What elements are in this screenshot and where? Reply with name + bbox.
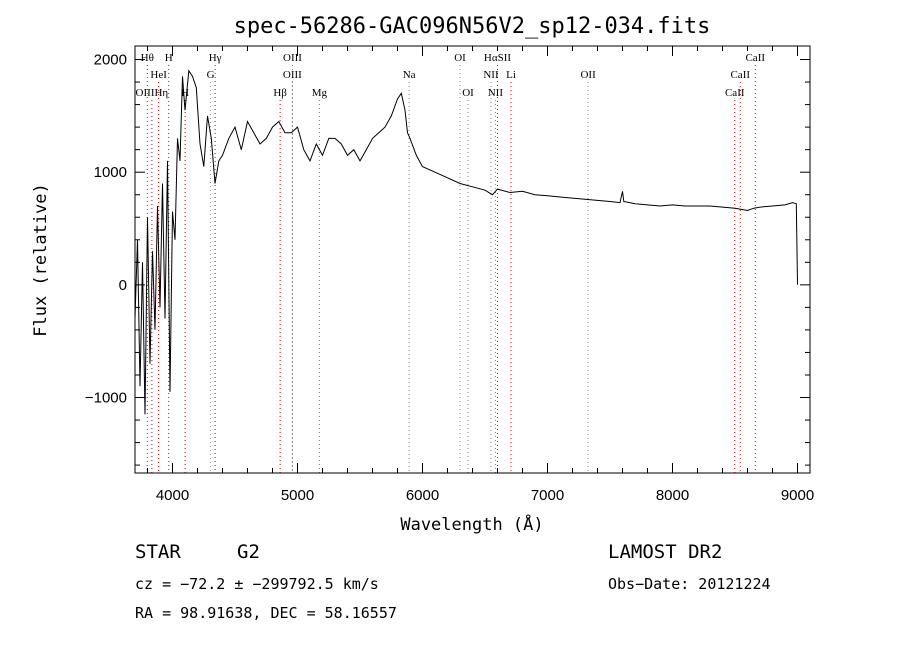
marker-label: H	[181, 87, 189, 99]
marker-label: OI	[462, 87, 474, 99]
marker-label: Mg	[312, 87, 328, 99]
observation-date: Obs−Date: 20121224	[608, 575, 771, 593]
marker-label: H	[165, 52, 173, 64]
marker-label: G	[207, 69, 215, 81]
survey-name: LAMOST DR2	[608, 541, 723, 563]
marker-label: CaII	[730, 69, 750, 81]
x-axis: 4000 5000 6000 7000 8000 9000	[147, 46, 814, 504]
x-tick-label: 9000	[781, 487, 814, 504]
y-axis: −1000 0 1000 2000	[85, 52, 810, 466]
marker-label: Hβ	[273, 87, 287, 99]
marker-label: OIII	[283, 52, 302, 64]
y-tick-label: −1000	[85, 390, 127, 407]
marker-label: CaII	[745, 52, 765, 64]
x-tick-label: 4000	[156, 487, 189, 504]
marker-label: Na	[403, 69, 416, 81]
redshift-value: cz = −72.2 ± −299792.5 km/s	[135, 575, 379, 593]
marker-label: OII	[580, 69, 596, 81]
marker-label: HαSII	[484, 52, 511, 64]
marker-label: CaII	[725, 87, 745, 99]
marker-label: OIII	[283, 69, 302, 81]
x-tick-label: 6000	[406, 487, 439, 504]
y-tick-label: 2000	[94, 52, 127, 69]
plot-frame	[134, 45, 811, 474]
object-class: STAR	[135, 541, 181, 563]
marker-label: OIIIHη	[136, 87, 169, 99]
marker-label: Li	[506, 69, 516, 81]
x-axis-label: Wavelength (Å)	[400, 513, 543, 535]
marker-label: NII	[488, 87, 504, 99]
marker-label: Hγ	[209, 52, 222, 64]
coordinates: RA = 98.91638, DEC = 58.16557	[135, 604, 397, 622]
marker-label: HeI	[150, 69, 167, 81]
y-axis-label: Flux (relative)	[31, 183, 51, 337]
x-tick-label: 5000	[281, 487, 314, 504]
chart-title: spec-56286-GAC096N56V2_sp12-034.fits	[234, 14, 711, 39]
marker-label: NII	[483, 69, 499, 81]
x-tick-label: 7000	[531, 487, 564, 504]
y-tick-label: 0	[119, 277, 127, 294]
spectrum-line	[134, 69, 798, 415]
marker-label: OI	[454, 52, 466, 64]
marker-label: Hθ	[141, 52, 154, 64]
y-tick-label: 1000	[94, 164, 127, 181]
x-tick-label: 8000	[656, 487, 689, 504]
subclass: G2	[237, 541, 260, 563]
